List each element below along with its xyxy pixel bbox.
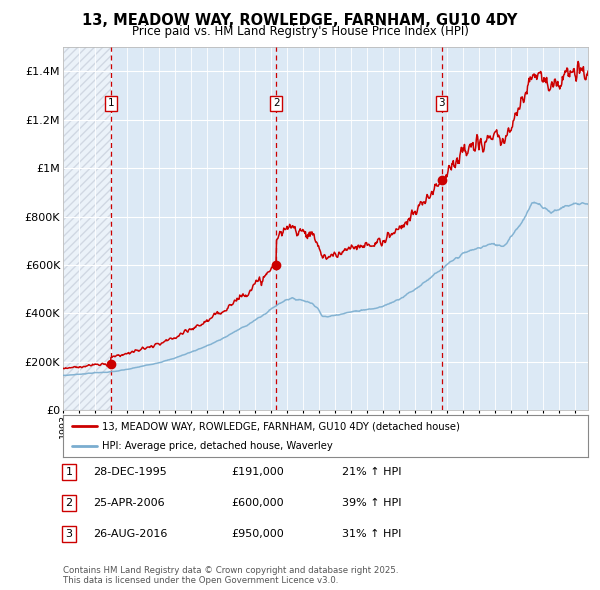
Bar	[63, 47, 111, 410]
Text: £950,000: £950,000	[231, 529, 284, 539]
Text: 2: 2	[273, 99, 280, 109]
Text: HPI: Average price, detached house, Waverley: HPI: Average price, detached house, Wave…	[103, 441, 333, 451]
Text: 21% ↑ HPI: 21% ↑ HPI	[342, 467, 401, 477]
Text: 1: 1	[65, 467, 73, 477]
Text: £191,000: £191,000	[231, 467, 284, 477]
Text: 13, MEADOW WAY, ROWLEDGE, FARNHAM, GU10 4DY (detached house): 13, MEADOW WAY, ROWLEDGE, FARNHAM, GU10 …	[103, 421, 460, 431]
Text: 2: 2	[65, 498, 73, 507]
Text: Price paid vs. HM Land Registry's House Price Index (HPI): Price paid vs. HM Land Registry's House …	[131, 25, 469, 38]
Text: Contains HM Land Registry data © Crown copyright and database right 2025.
This d: Contains HM Land Registry data © Crown c…	[63, 566, 398, 585]
Text: 26-AUG-2016: 26-AUG-2016	[93, 529, 167, 539]
Text: 3: 3	[438, 99, 445, 109]
Text: 3: 3	[65, 529, 73, 539]
Text: £600,000: £600,000	[231, 498, 284, 507]
Text: 31% ↑ HPI: 31% ↑ HPI	[342, 529, 401, 539]
Text: 13, MEADOW WAY, ROWLEDGE, FARNHAM, GU10 4DY: 13, MEADOW WAY, ROWLEDGE, FARNHAM, GU10 …	[82, 13, 518, 28]
Text: 28-DEC-1995: 28-DEC-1995	[93, 467, 167, 477]
Text: 39% ↑ HPI: 39% ↑ HPI	[342, 498, 401, 507]
Text: 25-APR-2006: 25-APR-2006	[93, 498, 164, 507]
Text: 1: 1	[107, 99, 114, 109]
